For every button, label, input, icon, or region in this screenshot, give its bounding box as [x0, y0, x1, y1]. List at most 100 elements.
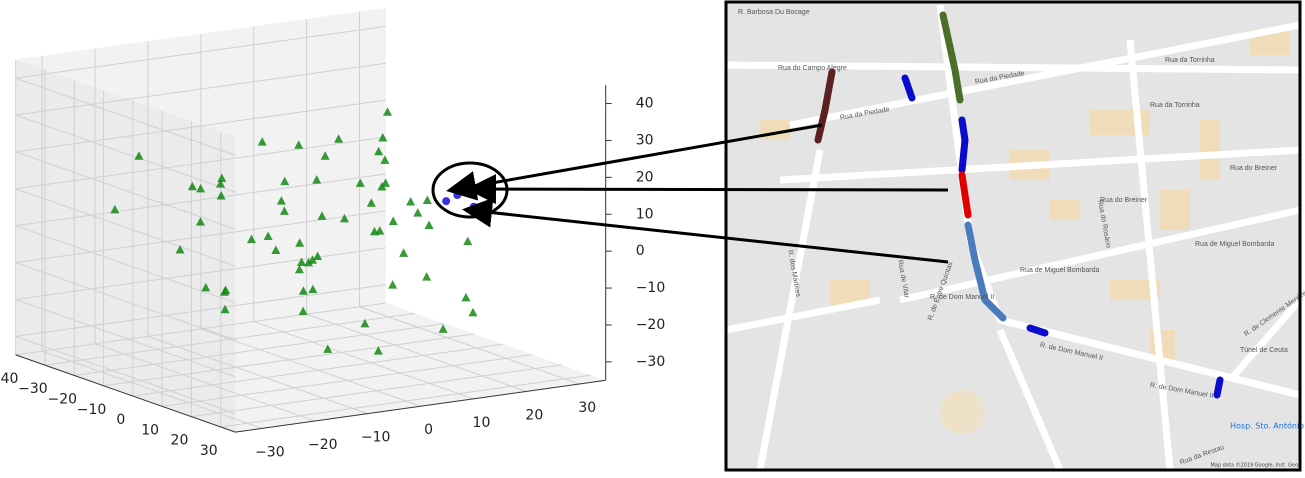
grid-line [15, 247, 387, 300]
attribution: Map data ©2019 Google, Inst. Geo [1210, 462, 1298, 469]
grid-line [15, 302, 387, 356]
point [308, 255, 318, 264]
point [297, 257, 307, 267]
scatter-3d: −30−20−100102030−40−30−20−10010203040302… [0, 7, 666, 460]
point [373, 346, 383, 355]
grid-line [132, 343, 504, 397]
point [366, 198, 376, 207]
grid-line [162, 354, 533, 407]
point [196, 183, 206, 193]
grid-line [15, 299, 236, 378]
point [453, 191, 462, 200]
point [313, 251, 323, 261]
grid-line [15, 99, 387, 153]
point [294, 264, 304, 274]
street-label: R. de Dom Manuel II [930, 294, 994, 301]
point [378, 132, 388, 142]
point [413, 208, 423, 217]
point [221, 285, 231, 294]
z-tick-label: 20 [636, 169, 654, 185]
grid-line [200, 328, 421, 407]
street-label: Rua da Torrinha [1165, 57, 1215, 64]
grid-line [15, 188, 236, 267]
street-label: Túnel de Ceuta [1240, 347, 1288, 354]
point [134, 151, 144, 160]
grid-line [15, 335, 236, 415]
point [463, 236, 473, 246]
park [940, 390, 984, 434]
point [276, 196, 286, 205]
point [216, 191, 226, 200]
routes [814, 11, 1224, 399]
grid-line [191, 364, 562, 418]
x-tick-label: −30 [255, 444, 285, 460]
grid-line [15, 262, 236, 341]
y-tick-label: 30 [200, 443, 218, 459]
point [388, 280, 398, 289]
grid-line [15, 77, 236, 156]
point [375, 226, 385, 235]
y-tick-label: 0 [116, 412, 125, 428]
grid-line [44, 312, 416, 366]
point [380, 155, 390, 164]
point [383, 107, 392, 116]
z-tick-label: 10 [636, 206, 654, 222]
street-label: R. Barbosa Du Bocage [738, 9, 810, 16]
point [195, 217, 205, 226]
side-wall [15, 59, 236, 433]
grid-line [94, 343, 315, 422]
point [406, 196, 416, 206]
grid-line [15, 151, 236, 230]
map-border [724, 0, 1302, 472]
point [317, 211, 327, 220]
street-label: Rua do Campo Alegre [778, 65, 847, 72]
point [263, 231, 273, 240]
x-tick-label: 30 [578, 400, 596, 416]
point [355, 178, 365, 187]
point [377, 182, 387, 191]
z-tick-label: −30 [636, 354, 666, 370]
grid-line [359, 306, 580, 385]
point [312, 175, 322, 184]
point [468, 307, 478, 317]
z-tick-label: −10 [636, 280, 666, 296]
z-tick-label: −20 [636, 317, 666, 333]
point [294, 140, 304, 149]
street-label: Rua do Breiner [1230, 165, 1278, 172]
y-tick-label: 10 [141, 422, 159, 438]
grid-line [15, 284, 387, 337]
axis-line [235, 379, 606, 433]
grid-line [74, 323, 445, 376]
grid-line [41, 350, 263, 429]
y-tick-label: −10 [77, 402, 107, 418]
grid-line [220, 374, 592, 428]
point [422, 272, 432, 281]
point [374, 146, 384, 156]
grid-line [15, 62, 387, 116]
grid-line [15, 25, 387, 79]
x-tick-label: 10 [473, 415, 491, 431]
axis-line [15, 354, 236, 433]
point [280, 176, 290, 186]
point [217, 173, 227, 182]
y-tick-label: −40 [0, 371, 18, 387]
point [216, 179, 225, 188]
point [388, 216, 398, 225]
point [257, 137, 267, 146]
grid-line [253, 321, 474, 400]
point [110, 204, 120, 214]
x-tick-label: −20 [308, 437, 338, 453]
point [201, 282, 211, 292]
point [271, 245, 281, 254]
streets [725, 4, 1303, 472]
x-tick-label: 0 [424, 422, 433, 438]
point [320, 151, 330, 160]
point [298, 286, 308, 295]
point [438, 324, 448, 333]
y-tick-label: −30 [18, 381, 48, 397]
point [304, 257, 314, 267]
map: R. Barbosa Du Bocage Rua do Campo Alegre… [724, 0, 1305, 472]
grid-line [147, 335, 368, 415]
x-tick-label: 20 [525, 407, 543, 423]
